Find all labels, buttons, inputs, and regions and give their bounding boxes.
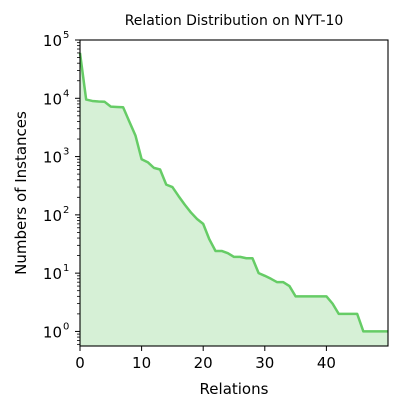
y-axis-label: Numbers of Instances — [12, 111, 30, 275]
series-line — [78, 52, 388, 333]
x-tick-label: 40 — [317, 354, 336, 372]
y-tick-exponent: 2 — [63, 205, 69, 216]
chart-title: Relation Distribution on NYT-10 — [125, 13, 344, 29]
y-tick-label: 10 — [43, 265, 62, 283]
y-tick-exponent: 4 — [63, 88, 69, 99]
x-axis-label: Relations — [200, 380, 269, 398]
y-tick-label: 10 — [43, 90, 62, 108]
plot-area — [78, 52, 388, 347]
y-tick-exponent: 3 — [63, 147, 69, 158]
series-area-fill — [80, 52, 388, 347]
x-axis: 0 10 20 30 40 — [75, 346, 336, 372]
y-tick-exponent: 5 — [63, 30, 69, 41]
y-tick-label: 10 — [43, 207, 62, 225]
plot-frame — [79, 39, 389, 347]
y-tick-label: 10 — [43, 323, 62, 341]
x-tick-label: 30 — [255, 354, 274, 372]
x-tick-label: 10 — [132, 354, 151, 372]
x-tick-label: 20 — [194, 354, 213, 372]
y-tick-label: 10 — [43, 32, 62, 50]
y-tick-exponent: 1 — [63, 263, 69, 274]
y-tick-exponent: 0 — [63, 321, 69, 332]
y-tick-label: 10 — [43, 149, 62, 167]
x-tick-label: 0 — [75, 354, 85, 372]
